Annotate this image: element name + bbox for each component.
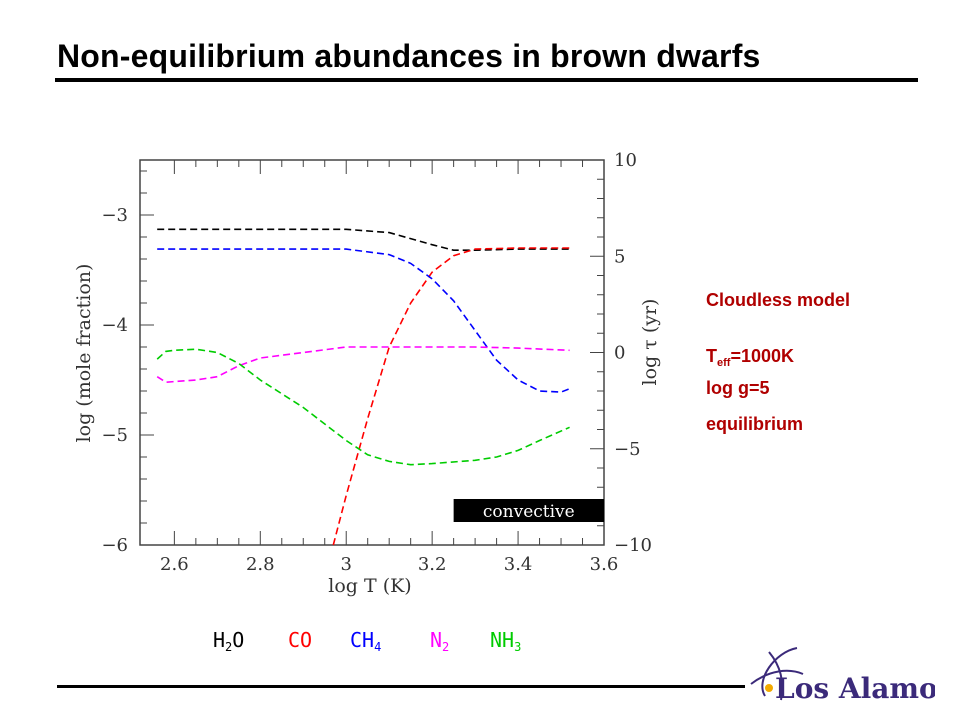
x-tick-label: 2.6: [160, 554, 189, 575]
series-line-nh3: [156, 348, 570, 466]
x-tick-label: 3.6: [590, 554, 619, 575]
legend-base: H: [213, 628, 226, 652]
legend-item: CO: [288, 628, 312, 652]
series-line-n2: [156, 346, 570, 384]
y-tick-label: −6: [101, 535, 128, 556]
y-tick-label: −4: [101, 315, 128, 336]
teff-prefix: T: [706, 346, 717, 366]
teff-value: =1000K: [730, 346, 795, 366]
x-tick-label: 3: [340, 554, 351, 575]
legend-item: H2O: [213, 628, 244, 654]
legend-sub: 2: [442, 640, 450, 654]
legend-item: N2: [430, 628, 449, 654]
logo-text: Los Alamos: [775, 672, 935, 705]
convective-label: convective: [483, 502, 575, 522]
legend-sub: 3: [514, 640, 522, 654]
y2-tick-label: 0: [614, 343, 625, 364]
x-tick-label: 3.2: [418, 554, 447, 575]
atom-icon: [750, 647, 804, 701]
x-axis-label: log T (K): [328, 575, 411, 597]
convective-box: [453, 499, 604, 522]
y2-tick-label: −5: [614, 439, 641, 460]
legend-base: NH: [490, 628, 515, 652]
y2-axis-label: log τ (yr): [639, 299, 661, 386]
y-tick-label: −3: [101, 205, 128, 226]
x-tick-label: 3.4: [504, 554, 533, 575]
legend-sub: 2: [225, 640, 233, 654]
series-line-ch4: [157, 248, 570, 393]
y-tick-label: −5: [101, 425, 128, 446]
page-title: Non-equilibrium abundances in brown dwar…: [57, 38, 761, 74]
series-line-co: [332, 247, 570, 546]
y2-tick-label: 10: [614, 150, 637, 171]
series-line-h2o: [157, 228, 570, 251]
legend-base: CH: [350, 628, 375, 652]
legend-sub: 4: [374, 640, 382, 654]
legend-item: CH4: [350, 628, 381, 654]
model-label: Cloudless model: [706, 290, 851, 310]
x-tick-label: 2.8: [246, 554, 275, 575]
y-axis-label: log (mole fraction): [73, 264, 95, 443]
plot-frame: [139, 159, 605, 546]
los-alamos-logo: Los Alamos: [750, 647, 935, 705]
y2-tick-label: −10: [614, 535, 652, 556]
legend-item: NH3: [490, 628, 521, 654]
teff-label: Teff=1000K: [706, 346, 794, 369]
equilibrium-label: equilibrium: [706, 414, 804, 434]
teff-sub: eff: [717, 357, 731, 369]
legend-base: N: [430, 628, 443, 652]
footer-rule: [57, 685, 745, 688]
logg-label: log g=5: [706, 378, 770, 398]
y2-tick-label: 5: [614, 246, 625, 267]
legend-rest: O: [232, 628, 245, 652]
legend-base: CO: [288, 628, 313, 652]
title-underline: [55, 78, 918, 82]
